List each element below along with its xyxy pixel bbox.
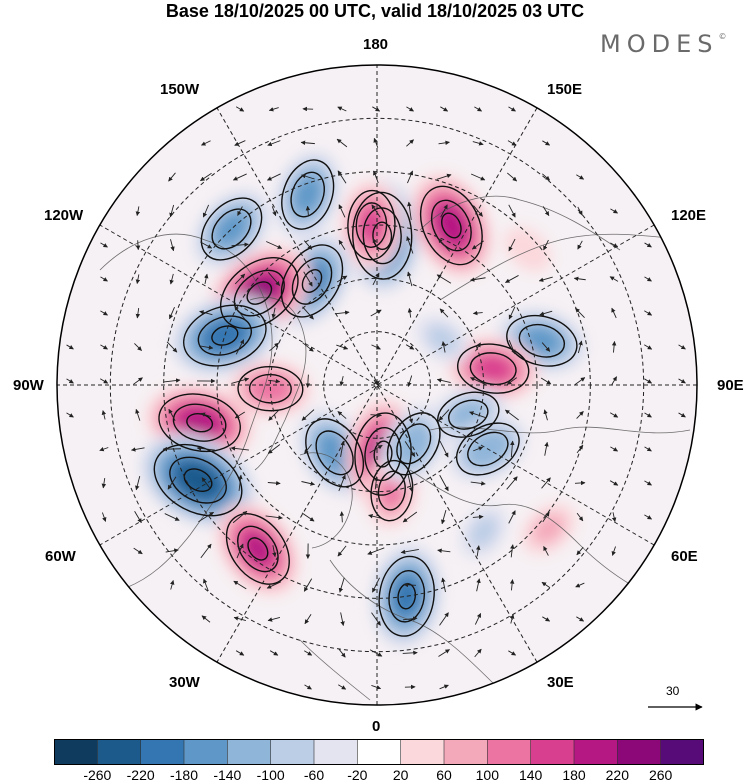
label-lon-60w: 60W	[45, 548, 76, 565]
colorbar-tick-9: 100	[475, 767, 500, 783]
colorbar-tick-11: 180	[562, 767, 586, 783]
chart-title: Base 18/10/2025 00 UTC, valid 18/10/2025…	[165, 1, 585, 21]
colorbar-tick-13: 260	[648, 767, 673, 783]
wind-scale-value: 30	[666, 684, 680, 698]
colorbar-cell-1	[97, 739, 142, 765]
colorbar-tick-7: 20	[392, 767, 409, 783]
label-lon-150e: 150E	[547, 81, 583, 98]
label-lon-120w: 120W	[44, 207, 84, 224]
colorbar-tick-2: -180	[169, 767, 199, 783]
colorbar-tick-5: -60	[303, 767, 325, 783]
height-contours	[153, 159, 578, 637]
colorbar-tick-4: -100	[256, 767, 285, 783]
brand-name: MODES	[600, 30, 719, 58]
label-lon-120e: 120E	[671, 207, 707, 224]
colorbar-tick-10: 140	[518, 767, 543, 783]
label-lon-30w: 30W	[169, 674, 200, 691]
label-lon-60e: 60E	[671, 548, 698, 565]
modes-logo: MODES©	[600, 30, 726, 58]
wind-scale-arrow	[648, 703, 703, 711]
colorbar-tick-3: -140	[213, 767, 242, 783]
colorbar-cell-13	[617, 739, 662, 765]
colorbar-cell-7	[357, 739, 402, 765]
label-lon-180: 180	[363, 36, 389, 53]
colorbar-tick-8: 60	[436, 767, 452, 783]
colorbar-cell-8	[400, 739, 445, 765]
colorbar	[54, 739, 704, 765]
map-boundary	[56, 64, 698, 706]
colorbar-cell-12	[573, 739, 619, 765]
graticule	[57, 65, 697, 705]
colorbar-cell-11	[530, 739, 575, 765]
colorbar-cell-14	[660, 739, 704, 765]
colorbar-tick-6: -20	[347, 767, 368, 783]
anomaly-24	[504, 227, 551, 272]
label-lon-150w: 150W	[160, 81, 200, 98]
colorbar-tick-0: -260	[83, 767, 112, 783]
colorbar-cell-9	[443, 739, 489, 765]
label-lon-0: 0	[372, 718, 381, 735]
label-lon-30e: 30E	[547, 674, 574, 691]
colorbar-cell-5	[270, 739, 315, 765]
colorbar-cell-2	[140, 739, 185, 765]
colorbar-tick-12: 220	[605, 767, 630, 783]
colorbar-tick-1: -220	[126, 767, 155, 783]
colorbar-cell-4	[227, 739, 272, 765]
copyright-mark: ©	[718, 32, 727, 41]
colorbar-cell-6	[313, 739, 359, 765]
label-lon-90e: 90E	[717, 377, 744, 394]
colorbar-cell-0	[54, 739, 99, 765]
wind-vectors	[66, 106, 686, 690]
colorbar-cell-3	[183, 739, 229, 765]
label-lon-90w: 90W	[13, 377, 44, 394]
colorbar-cell-10	[487, 739, 532, 765]
